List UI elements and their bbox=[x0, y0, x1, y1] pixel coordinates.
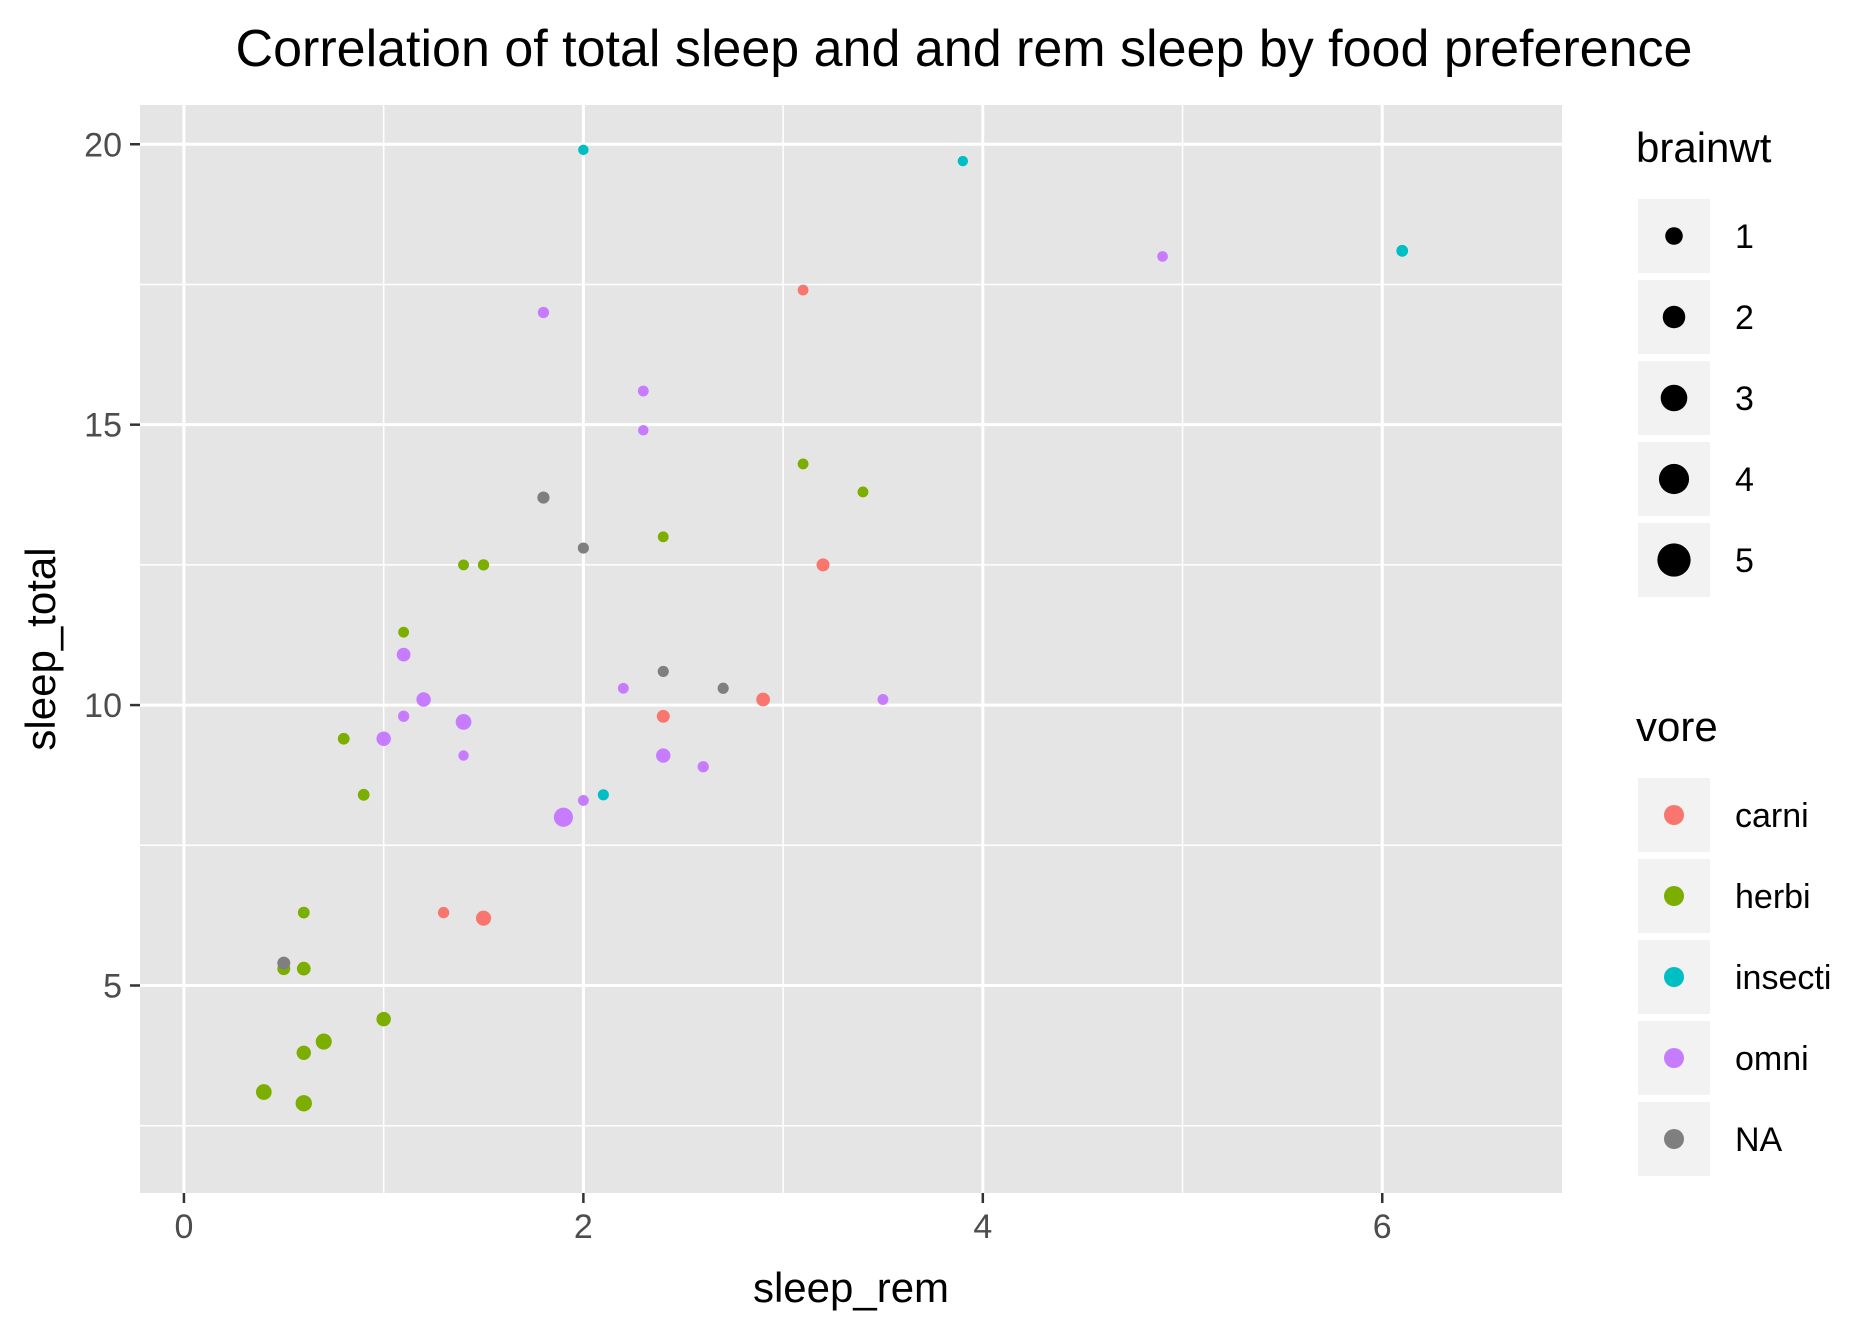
data-point bbox=[657, 665, 669, 678]
x-tick-label: 2 bbox=[574, 1208, 593, 1246]
data-point bbox=[656, 709, 670, 723]
data-point bbox=[797, 458, 809, 470]
data-point bbox=[437, 906, 450, 919]
size-legend-symbol bbox=[1665, 227, 1683, 245]
data-point bbox=[458, 559, 469, 571]
data-point bbox=[717, 682, 729, 694]
color-legend-symbol bbox=[1664, 967, 1684, 987]
data-points bbox=[255, 144, 1409, 1112]
data-point bbox=[296, 961, 311, 976]
data-point bbox=[877, 694, 889, 705]
data-point bbox=[537, 306, 550, 319]
data-point bbox=[957, 155, 969, 167]
plot-panel bbox=[140, 105, 1562, 1193]
major-grid bbox=[140, 105, 1562, 1193]
size-legend-symbol bbox=[1658, 463, 1690, 495]
data-point bbox=[376, 1011, 391, 1027]
y-axis: 5 10 15 20 bbox=[84, 126, 140, 1005]
data-point bbox=[376, 731, 391, 746]
x-tick-label: 6 bbox=[1373, 1208, 1392, 1246]
series-carni bbox=[437, 284, 830, 926]
size-legend-label: 4 bbox=[1735, 461, 1754, 499]
size-legend-label: 5 bbox=[1735, 542, 1754, 580]
color-legend-label: NA bbox=[1735, 1121, 1783, 1159]
data-point bbox=[577, 542, 589, 554]
minor-grid bbox=[140, 105, 1562, 1193]
data-point bbox=[315, 1033, 332, 1050]
size-legend-symbol bbox=[1660, 384, 1688, 412]
size-legend-label: 1 bbox=[1735, 218, 1754, 256]
data-point bbox=[617, 682, 629, 694]
data-point bbox=[656, 748, 671, 763]
size-legend-title: brainwt bbox=[1636, 124, 1772, 171]
data-point bbox=[296, 1045, 311, 1061]
color-legend-symbol bbox=[1664, 1048, 1684, 1068]
size-legend-symbol bbox=[1657, 543, 1691, 577]
x-axis: 0 2 4 6 bbox=[174, 1193, 1392, 1246]
data-point bbox=[455, 714, 472, 730]
data-point bbox=[337, 732, 350, 745]
x-axis-title: sleep_rem bbox=[753, 1264, 949, 1311]
data-point bbox=[255, 1084, 272, 1100]
data-point bbox=[416, 692, 431, 707]
data-point bbox=[295, 1095, 312, 1112]
size-legend-label: 3 bbox=[1735, 380, 1754, 418]
data-point bbox=[297, 906, 310, 919]
color-legend-symbol bbox=[1664, 886, 1684, 906]
color-legend-symbol bbox=[1664, 1129, 1684, 1149]
y-tick-label: 10 bbox=[84, 687, 122, 725]
data-point bbox=[756, 692, 770, 707]
data-point bbox=[697, 761, 709, 773]
data-point bbox=[797, 284, 809, 296]
data-point bbox=[577, 794, 589, 806]
data-point bbox=[397, 710, 410, 722]
series-na bbox=[277, 491, 729, 970]
chart-title: Correlation of total sleep and and rem s… bbox=[236, 20, 1693, 78]
data-point bbox=[657, 531, 669, 543]
y-tick-label: 15 bbox=[84, 407, 122, 445]
y-axis-title: sleep_total bbox=[17, 547, 64, 750]
y-tick-label: 20 bbox=[84, 126, 122, 164]
y-tick-label: 5 bbox=[103, 967, 122, 1005]
data-point bbox=[458, 750, 469, 761]
x-tick-label: 4 bbox=[973, 1208, 992, 1246]
color-legend-label: carni bbox=[1735, 797, 1809, 835]
data-point bbox=[477, 559, 490, 571]
data-point bbox=[553, 807, 573, 827]
data-point bbox=[277, 956, 291, 970]
series-omni bbox=[376, 251, 1168, 827]
data-point bbox=[396, 647, 411, 662]
data-point bbox=[816, 558, 830, 572]
data-point bbox=[398, 626, 410, 638]
data-point bbox=[537, 491, 550, 504]
data-point bbox=[1157, 251, 1168, 262]
series-insecti bbox=[578, 144, 1409, 801]
data-point bbox=[597, 789, 609, 801]
color-legend-title: vore bbox=[1636, 703, 1718, 750]
color-legend-label: omni bbox=[1735, 1040, 1809, 1078]
color-legend: vore carni herbi insecti omni NA bbox=[1636, 703, 1831, 1176]
size-legend-label: 2 bbox=[1735, 299, 1754, 337]
data-point bbox=[475, 910, 492, 926]
data-point bbox=[578, 144, 589, 156]
size-legend-symbol bbox=[1662, 305, 1686, 329]
data-point bbox=[638, 425, 649, 436]
x-tick-label: 0 bbox=[174, 1208, 193, 1246]
data-point bbox=[1396, 244, 1409, 257]
data-point bbox=[857, 486, 869, 498]
color-legend-label: herbi bbox=[1735, 878, 1811, 916]
data-point bbox=[357, 788, 370, 801]
size-legend: brainwt 1 2 3 4 5 bbox=[1636, 124, 1772, 597]
color-legend-symbol bbox=[1664, 805, 1684, 825]
data-point bbox=[637, 385, 649, 397]
color-legend-label: insecti bbox=[1735, 959, 1831, 997]
